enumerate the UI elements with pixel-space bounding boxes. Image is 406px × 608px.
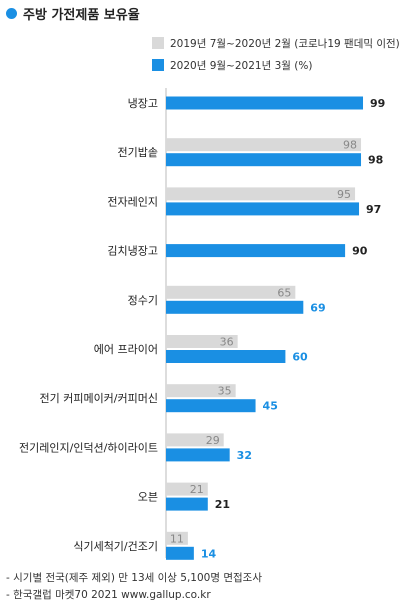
category-label: 식기세척기/건조기 [73,540,158,553]
category-label: 오븐 [138,491,158,504]
bar-current [166,497,208,511]
bar-chart: 냉장고 99 전기밥솥 98 98 전자레인지 95 97 김치냉장고 90 정수기 65 69 에어 프… [19,88,385,560]
bar-current [166,202,360,216]
value-label-current: 45 [263,400,278,413]
legend-label-current: 2020년 9월~2021년 3월 (%) [170,59,313,72]
bar-previous [166,335,238,348]
bar-previous [166,433,224,447]
bar-previous [166,187,356,201]
category-label: 냉장고 [128,97,158,110]
value-label-current: 98 [368,154,383,167]
bar-current [166,399,256,413]
value-label-current: 99 [370,97,385,110]
legend-label-previous: 2019년 7월~2020년 2월 (코로나19 팬데믹 이전) [170,37,400,50]
bar-previous [166,384,236,398]
footnotes: - 시기별 전국(제주 제외) 만 13세 이상 5,100명 면접조사 - 한… [6,570,262,604]
value-label-previous: 95 [337,188,351,201]
footnote-source: - 한국갤럽 마켓70 2021 www.gallup.co.kr [6,589,211,601]
legend: 2019년 7월~2020년 2월 (코로나19 팬데믹 이전) 2020년 9… [152,32,400,76]
legend-item-previous: 2019년 7월~2020년 2월 (코로나19 팬데믹 이전) [152,32,400,54]
bar-current [166,96,364,110]
category-label: 전기 커피메이커/커피머신 [39,392,158,405]
value-label-current: 21 [215,498,230,511]
value-label-current: 60 [292,351,308,364]
legend-item-current: 2020년 9월~2021년 3월 (%) [152,54,400,76]
value-label-previous: 35 [218,385,232,398]
value-label-previous: 21 [190,483,204,496]
value-label-current: 32 [237,449,252,462]
bar-previous [166,285,296,299]
value-label-previous: 29 [206,434,220,447]
bar-previous [166,531,188,545]
value-label-current: 14 [201,547,217,560]
value-label-current: 69 [310,301,325,314]
title-bullet-icon [6,8,17,19]
category-label: 에어 프라이어 [94,343,158,356]
value-label-current: 97 [366,203,381,216]
category-label: 정수기 [128,294,158,307]
category-label: 전기밥솥 [118,146,158,159]
bar-current [166,300,304,314]
category-label: 전기레인지/인덕션/하이라이트 [19,440,158,454]
bar-previous [166,482,208,496]
category-label: 전자레인지 [107,195,158,208]
bar-current [166,153,362,167]
bar-current [166,350,286,363]
bar-previous [166,138,362,152]
category-label: 김치냉장고 [107,245,158,258]
chart-title: 주방 가전제품 보유율 [23,8,140,23]
bar-current [166,448,230,462]
bar-current [166,546,194,560]
value-label-previous: 65 [277,286,291,299]
value-label-previous: 11 [170,532,184,545]
footnote-survey: - 시기별 전국(제주 제외) 만 13세 이상 5,100명 면접조사 [6,572,262,584]
value-label-current: 90 [352,245,368,258]
value-label-previous: 98 [343,139,357,152]
legend-swatch-previous [152,37,164,49]
legend-swatch-current [152,59,164,71]
bar-current [166,244,346,258]
value-label-previous: 36 [220,336,234,349]
chart-title-row: 주방 가전제품 보유율 [6,4,140,23]
